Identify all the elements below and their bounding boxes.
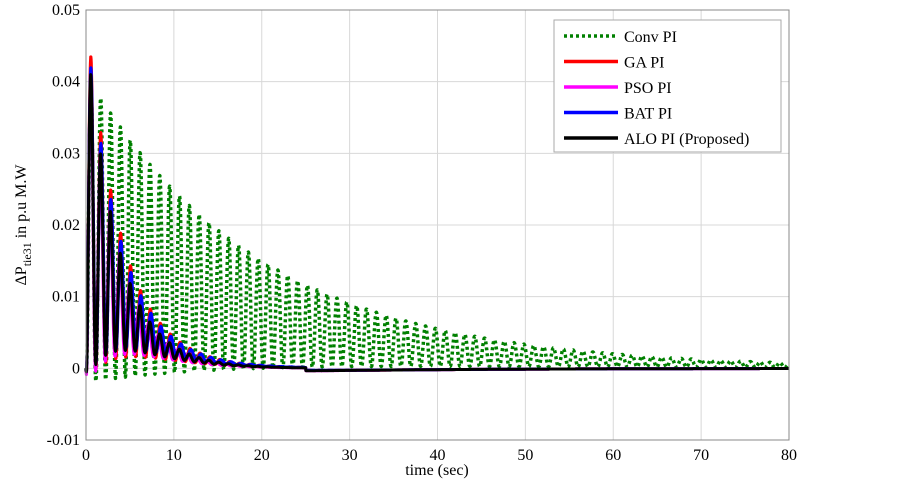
x-tick-label: 50 bbox=[517, 447, 533, 464]
legend-label: PSO PI bbox=[624, 80, 672, 97]
x-tick-labels: 0 10 20 30 40 50 60 70 80 bbox=[82, 447, 797, 464]
y-tick-label: 0.03 bbox=[52, 145, 80, 162]
y-tick-label: 0.05 bbox=[52, 2, 80, 19]
y-tick-label: 0 bbox=[72, 360, 80, 377]
legend-label: Conv PI bbox=[624, 29, 677, 46]
x-tick-label: 0 bbox=[82, 447, 90, 464]
x-tick-label: 10 bbox=[166, 447, 182, 464]
series-line-alo-pi-proposed bbox=[84, 73, 791, 374]
y-axis-label: ΔPtie31 in p.u M.W bbox=[13, 164, 34, 286]
series-line-conv-pi bbox=[84, 81, 791, 383]
legend-label: GA PI bbox=[624, 55, 664, 72]
y-tick-label: -0.01 bbox=[47, 432, 80, 449]
y-axis-label-sub: tie31 bbox=[20, 242, 34, 266]
x-tick-label: 70 bbox=[693, 447, 709, 464]
x-tick-label: 40 bbox=[430, 447, 446, 464]
plot-frame bbox=[85, 9, 790, 441]
legend-label: ALO PI (Proposed) bbox=[624, 131, 749, 148]
y-axis-label-rest: in p.u M.W bbox=[13, 164, 30, 243]
legend-label: BAT PI bbox=[624, 106, 672, 123]
x-tick-label: 20 bbox=[254, 447, 270, 464]
x-tick-label: 30 bbox=[342, 447, 358, 464]
x-axis-label: time (sec) bbox=[405, 462, 469, 479]
y-tick-label: 0.01 bbox=[52, 289, 80, 306]
x-tick-label: 80 bbox=[781, 447, 797, 464]
y-tick-label: 0.02 bbox=[52, 217, 80, 234]
x-tick-label: 60 bbox=[605, 447, 621, 464]
y-axis-label-main: ΔP bbox=[13, 266, 30, 285]
series-group bbox=[84, 55, 791, 383]
y-tick-label: 0.04 bbox=[52, 74, 80, 91]
y-tick-labels: -0.01 0 0.01 0.02 0.03 0.04 0.05 bbox=[47, 2, 80, 449]
legend: Conv PI GA PI PSO PI BAT PI ALO PI (Proposed… bbox=[553, 19, 782, 153]
